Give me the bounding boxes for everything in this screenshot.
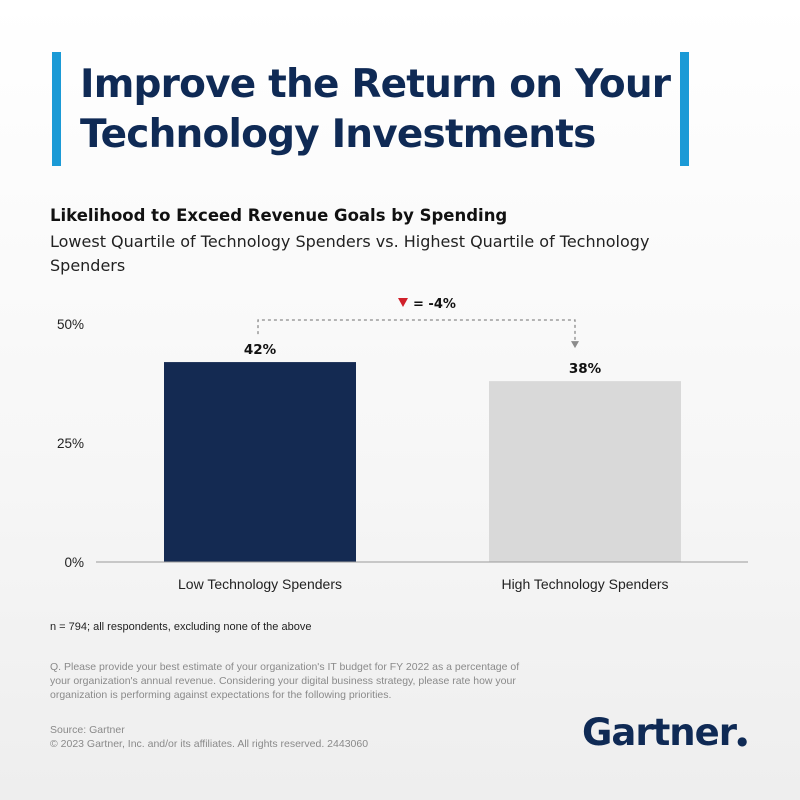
bar [164, 362, 356, 562]
bar-chart: 0% 25% 50% 42% Low Technology Spenders 38% Hig… [57, 297, 748, 592]
bar [489, 381, 681, 562]
y-tick-label: 50% [57, 317, 84, 332]
comparison-bracket [257, 319, 576, 342]
chart-subtitle: Lowest Quartile of Technology Spenders v… [50, 232, 650, 275]
source-note: Source: Gartner [50, 724, 125, 736]
y-tick-label: 25% [57, 436, 84, 451]
left-accent-bar [52, 52, 61, 166]
data-label: 42% [244, 342, 277, 358]
category-label: High Technology Spenders [501, 576, 668, 592]
survey-question-note: Q. Please provide your best estimate of … [50, 661, 520, 701]
y-tick-label: 0% [64, 555, 84, 570]
decrease-triangle-icon [398, 298, 408, 307]
page-title-line-1: Improve the Return on Your [80, 62, 671, 107]
data-label: 38% [569, 361, 602, 377]
bracket-arrow-icon [571, 341, 579, 349]
page-title-line-2: Technology Investments [80, 112, 596, 157]
page-title: Improve the Return on Your Technology In… [80, 60, 680, 160]
logo-text: Gartner [582, 711, 737, 754]
category-label: Low Technology Spenders [178, 576, 342, 592]
copyright-note: © 2023 Gartner, Inc. and/or its affiliat… [50, 738, 369, 750]
chart-title: Likelihood to Exceed Revenue Goals by Sp… [50, 206, 508, 225]
right-accent-bar [680, 52, 689, 166]
difference-annotation: = -4% [413, 297, 456, 312]
logo-dot-icon: ● [736, 734, 748, 748]
sample-size-note: n = 794; all respondents, excluding none… [50, 621, 312, 633]
gartner-logo: Gartner● [582, 711, 748, 754]
